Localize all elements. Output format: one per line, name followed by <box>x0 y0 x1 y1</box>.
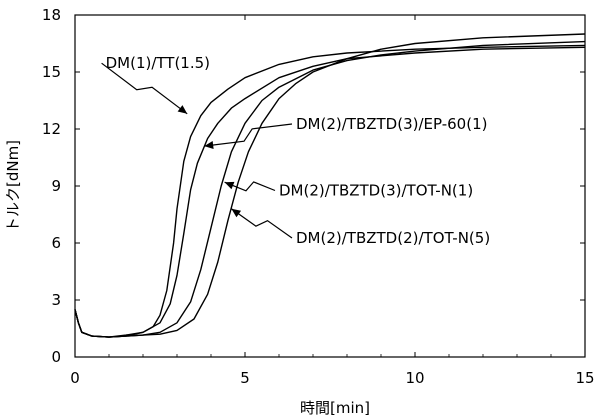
x-tick-label: 15 <box>575 369 594 387</box>
annotation-arrowhead-4 <box>231 208 242 218</box>
annotation-arrowhead-2 <box>204 141 214 149</box>
y-axis-label: トルク[dNm] <box>4 140 22 232</box>
annotation-leader-1 <box>101 62 188 115</box>
axes: 0 3 6 9 12 15 18 0 5 10 15 <box>42 6 595 387</box>
x-tick-label: 5 <box>240 369 250 387</box>
annotation-label-3: DM(2)/TBZTD(3)/TOT-N(1) <box>279 182 473 200</box>
annotations: DM(1)/TT(1.5) DM(2)/TBZTD(3)/EP-60(1) DM(2… <box>101 54 490 247</box>
y-tick-label: 3 <box>51 291 61 309</box>
y-tick-label: 12 <box>42 120 61 138</box>
annotation-label-4: DM(2)/TBZTD(2)/TOT-N(5) <box>296 229 490 247</box>
series-group <box>74 33 586 338</box>
x-tick-label: 0 <box>70 369 80 387</box>
annotation-arrowhead-1 <box>177 105 188 114</box>
annotation-leader-4 <box>231 208 293 239</box>
annotation-arrowhead-3 <box>224 181 235 190</box>
y-tick-label: 6 <box>51 234 61 252</box>
series-line-4 <box>74 33 586 338</box>
y-tick-label: 9 <box>51 177 61 195</box>
annotation-label-1: DM(1)/TT(1.5) <box>106 54 210 72</box>
x-tick-label: 10 <box>405 369 424 387</box>
annotation-leader-3 <box>224 181 276 192</box>
x-axis-label: 時間[min] <box>300 399 370 417</box>
annotation-label-2: DM(2)/TBZTD(3)/EP-60(1) <box>296 115 487 133</box>
annotation-leader-2 <box>204 123 293 147</box>
y-tick-label: 18 <box>42 6 61 24</box>
y-tick-label: 0 <box>51 348 61 366</box>
y-tick-label: 15 <box>42 63 61 81</box>
